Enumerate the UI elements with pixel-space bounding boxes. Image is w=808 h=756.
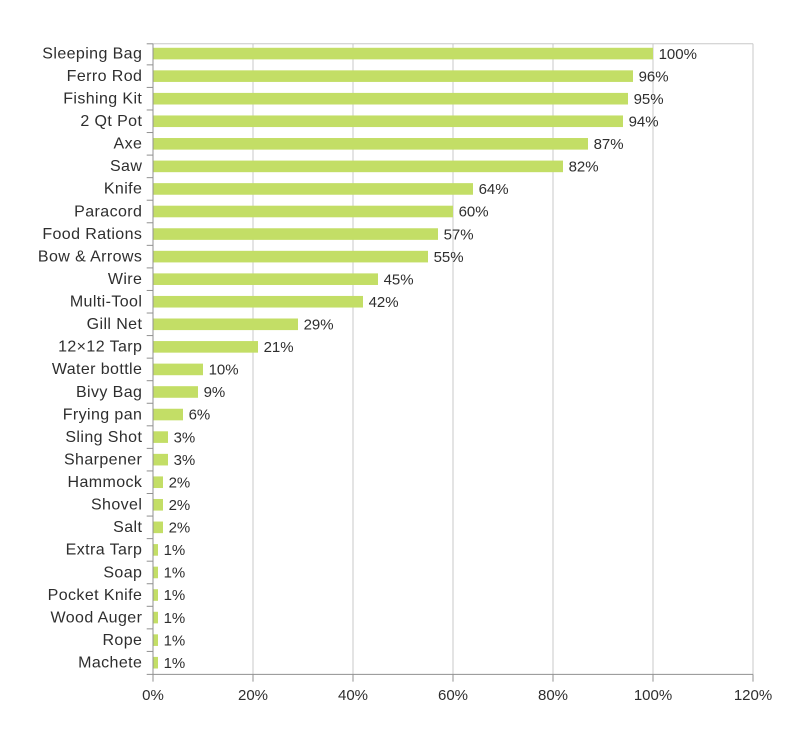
svg-text:42%: 42% <box>369 294 399 311</box>
svg-text:45%: 45% <box>384 271 414 288</box>
svg-text:Saw: Saw <box>110 158 142 175</box>
svg-text:Pocket Knife: Pocket Knife <box>48 587 143 604</box>
svg-text:Frying pan: Frying pan <box>63 406 143 423</box>
svg-text:3%: 3% <box>174 452 196 469</box>
svg-text:40%: 40% <box>338 687 368 704</box>
svg-text:12×12 Tarp: 12×12 Tarp <box>58 339 142 356</box>
svg-text:2 Qt Pot: 2 Qt Pot <box>80 113 142 130</box>
svg-text:Knife: Knife <box>104 181 142 198</box>
svg-text:Paracord: Paracord <box>74 203 142 220</box>
svg-text:Sleeping Bag: Sleeping Bag <box>42 45 142 62</box>
svg-text:Rope: Rope <box>102 632 142 649</box>
svg-text:3%: 3% <box>174 429 196 446</box>
svg-text:96%: 96% <box>639 68 669 85</box>
svg-text:0%: 0% <box>142 687 164 704</box>
svg-text:57%: 57% <box>444 226 474 243</box>
svg-text:Ferro Rod: Ferro Rod <box>67 68 143 85</box>
svg-text:100%: 100% <box>659 46 697 63</box>
svg-text:1%: 1% <box>164 610 186 627</box>
svg-text:6%: 6% <box>189 407 211 424</box>
svg-text:Bivy Bag: Bivy Bag <box>76 384 142 401</box>
svg-text:1%: 1% <box>164 542 186 559</box>
svg-text:1%: 1% <box>164 632 186 649</box>
svg-text:Wood Auger: Wood Auger <box>51 609 143 626</box>
svg-text:21%: 21% <box>264 339 294 356</box>
svg-text:Soap: Soap <box>103 564 142 581</box>
svg-text:2%: 2% <box>169 497 191 514</box>
svg-text:Gill Net: Gill Net <box>87 316 143 333</box>
svg-text:Wire: Wire <box>108 271 142 288</box>
svg-text:1%: 1% <box>164 655 186 672</box>
svg-text:60%: 60% <box>459 204 489 221</box>
svg-text:55%: 55% <box>434 249 464 266</box>
svg-text:10%: 10% <box>209 362 239 379</box>
svg-text:Extra Tarp: Extra Tarp <box>66 542 143 559</box>
svg-text:64%: 64% <box>479 181 509 198</box>
svg-text:Salt: Salt <box>113 519 142 536</box>
svg-text:Bow & Arrows: Bow & Arrows <box>38 248 142 265</box>
svg-text:2%: 2% <box>169 520 191 537</box>
svg-text:95%: 95% <box>634 91 664 108</box>
svg-text:20%: 20% <box>238 687 268 704</box>
svg-text:2%: 2% <box>169 474 191 491</box>
svg-text:Water bottle: Water bottle <box>52 361 142 378</box>
svg-text:Food Rations: Food Rations <box>42 226 142 243</box>
svg-text:Multi-Tool: Multi-Tool <box>70 294 142 311</box>
svg-text:Sharpener: Sharpener <box>64 451 143 468</box>
svg-text:60%: 60% <box>438 687 468 704</box>
svg-text:94%: 94% <box>629 113 659 130</box>
svg-text:29%: 29% <box>304 317 334 334</box>
svg-text:Sling Shot: Sling Shot <box>65 429 142 446</box>
svg-text:Machete: Machete <box>78 655 142 672</box>
svg-text:120%: 120% <box>734 687 772 704</box>
svg-text:100%: 100% <box>634 687 672 704</box>
svg-text:82%: 82% <box>569 159 599 176</box>
svg-text:1%: 1% <box>164 565 186 582</box>
svg-text:Hammock: Hammock <box>67 474 142 491</box>
svg-text:1%: 1% <box>164 587 186 604</box>
svg-text:9%: 9% <box>204 384 226 401</box>
svg-text:Fishing Kit: Fishing Kit <box>63 91 142 108</box>
svg-text:80%: 80% <box>538 687 568 704</box>
svg-text:Shovel: Shovel <box>91 497 142 514</box>
svg-text:87%: 87% <box>594 136 624 153</box>
svg-text:Axe: Axe <box>114 136 143 153</box>
